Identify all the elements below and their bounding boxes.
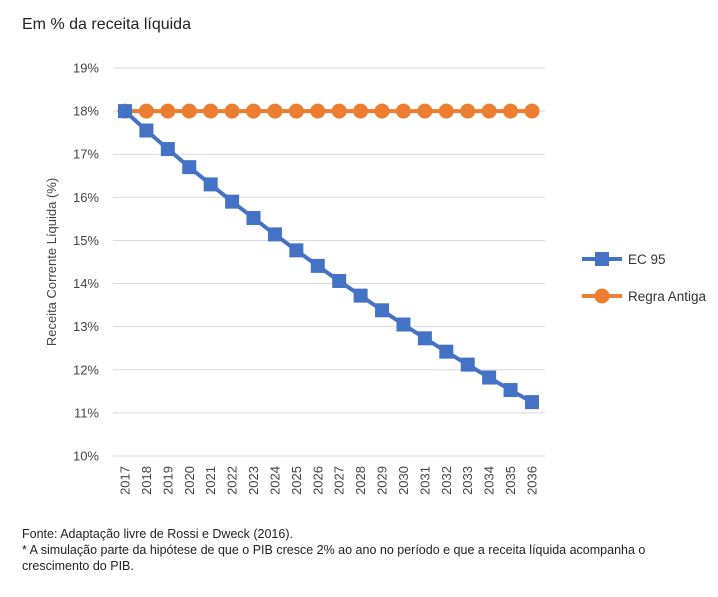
gridlines <box>113 67 545 457</box>
y-tick-label: 15% <box>73 233 99 248</box>
x-tick-label: 2030 <box>396 466 411 495</box>
data-point <box>310 103 326 119</box>
data-point <box>417 103 433 119</box>
data-point <box>289 243 304 258</box>
x-tick-label: 2018 <box>139 466 154 495</box>
x-tick-label: 2033 <box>460 466 475 495</box>
data-point <box>353 103 369 119</box>
y-axis-ticks: 10% 11% 12% 13% 14% 15% 16% 17% 18% 19% <box>73 61 99 464</box>
data-point <box>503 103 519 119</box>
data-point <box>375 303 390 318</box>
series-layer <box>117 103 540 410</box>
y-tick-label: 16% <box>73 190 99 205</box>
y-axis-label: Receita Corrente Líquida (%) <box>44 178 59 346</box>
data-point <box>182 160 197 175</box>
data-point <box>225 194 240 209</box>
legend-marker <box>595 252 609 266</box>
data-point <box>353 288 368 303</box>
data-point <box>267 227 282 242</box>
x-tick-label: 2022 <box>225 466 240 495</box>
x-tick-label: 2032 <box>439 466 454 495</box>
assumption-note: * A simulação parte da hipótese de que o… <box>22 543 646 573</box>
x-tick-label: 2025 <box>289 466 304 495</box>
data-point <box>160 103 176 119</box>
footnote: Fonte: Adaptação livre de Rossi e Dweck … <box>22 526 702 574</box>
y-tick-label: 17% <box>73 147 99 162</box>
data-point <box>524 395 539 410</box>
y-tick-label: 12% <box>73 362 99 377</box>
x-tick-label: 2023 <box>246 466 261 495</box>
data-point <box>460 103 476 119</box>
y-tick-label: 18% <box>73 104 99 119</box>
y-tick-label: 19% <box>73 61 99 76</box>
data-point <box>439 344 454 359</box>
x-tick-label: 2017 <box>118 466 133 495</box>
y-tick-label: 13% <box>73 319 99 334</box>
data-point <box>246 211 261 226</box>
data-point <box>267 103 283 119</box>
data-point <box>460 357 475 372</box>
data-point <box>138 103 154 119</box>
data-point <box>203 103 219 119</box>
data-point <box>524 103 540 119</box>
data-point <box>181 103 197 119</box>
data-point <box>482 370 497 385</box>
x-tick-label: 2036 <box>524 466 539 495</box>
x-tick-label: 2029 <box>375 466 390 495</box>
data-point <box>396 317 411 332</box>
x-tick-label: 2019 <box>160 466 175 495</box>
y-tick-label: 10% <box>73 449 99 464</box>
x-tick-label: 2034 <box>482 466 497 495</box>
data-point <box>203 177 218 192</box>
x-axis-ticks: 2017 2018 2019 2020 2021 2022 2023 2024 2025 2026… <box>118 466 540 495</box>
data-point <box>438 103 454 119</box>
x-tick-label: 2021 <box>203 466 218 495</box>
x-tick-label: 2028 <box>353 466 368 495</box>
x-tick-label: 2024 <box>267 466 282 495</box>
data-point <box>331 103 347 119</box>
y-tick-label: 14% <box>73 276 99 291</box>
source-note: Fonte: Adaptação livre de Rossi e Dweck … <box>22 527 293 541</box>
x-tick-label: 2035 <box>503 466 518 495</box>
data-point <box>139 123 154 138</box>
data-point <box>332 273 347 288</box>
data-point <box>246 103 262 119</box>
data-point <box>224 103 240 119</box>
x-tick-label: 2031 <box>417 466 432 495</box>
data-point <box>160 142 175 157</box>
data-point <box>288 103 304 119</box>
legend-marker <box>594 288 610 304</box>
legend-label: EC 95 <box>628 252 666 267</box>
chart-title: Em % da receita líquida <box>22 16 191 33</box>
data-point <box>417 331 432 346</box>
y-tick-label: 11% <box>74 405 99 420</box>
x-tick-label: 2027 <box>332 466 347 495</box>
legend-label: Regra Antiga <box>628 289 707 304</box>
line-chart: 10%11%12%13%14%15%16%17%18%19% 2017 2018 2… <box>44 61 707 495</box>
legend: EC 95 Regra Antiga <box>582 252 707 304</box>
data-point <box>395 103 411 119</box>
data-point <box>374 103 390 119</box>
data-point <box>118 104 132 119</box>
data-point <box>503 383 518 398</box>
data-point <box>481 103 497 119</box>
x-tick-label: 2026 <box>310 466 325 495</box>
data-point <box>310 258 325 273</box>
x-tick-label: 2020 <box>182 466 197 495</box>
